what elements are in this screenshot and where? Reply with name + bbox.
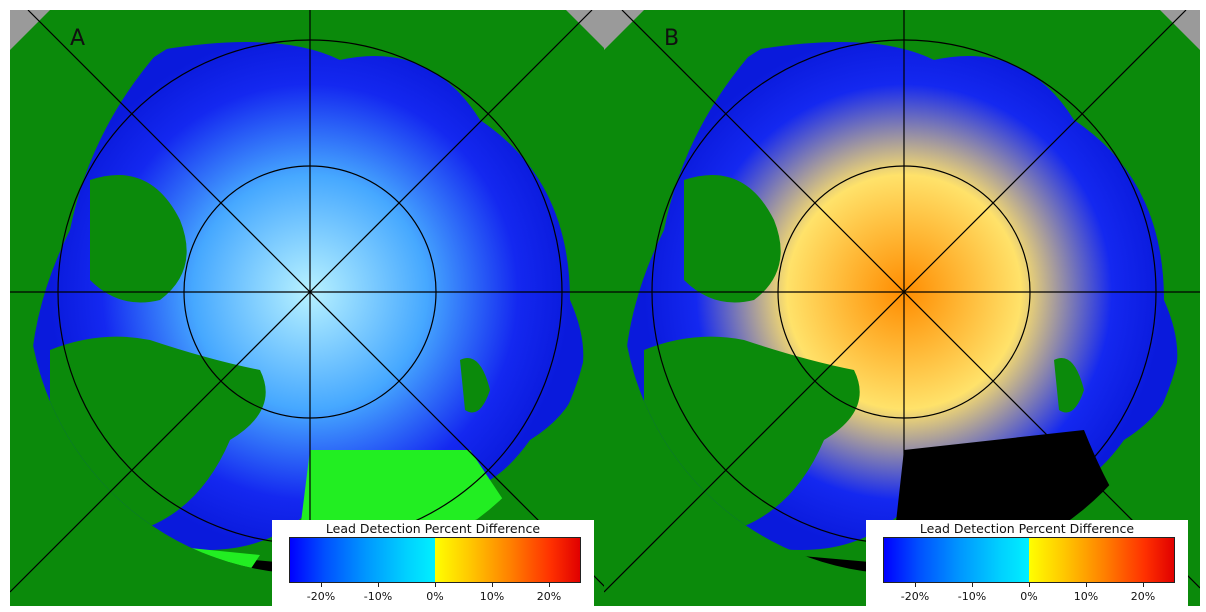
map-panel-a: A Lead Detection Percent Difference -20%… — [10, 10, 606, 606]
colorbar-tick — [435, 583, 436, 587]
greenland-landmass — [50, 336, 266, 530]
colorbar-legend: Lead Detection Percent Difference -20% -… — [866, 520, 1188, 606]
legend-title: Lead Detection Percent Difference — [325, 521, 541, 536]
panel-label: B — [664, 26, 680, 51]
colorbar-tick-label: 20% — [536, 590, 562, 603]
colorbar-tick — [549, 583, 550, 587]
greenland-landmass — [644, 336, 860, 530]
polar-map-a — [10, 10, 606, 606]
colorbar-tick — [972, 583, 973, 587]
archipelago-landmass — [90, 175, 187, 303]
colorbar-tick — [915, 583, 916, 587]
marginal-ice-zone — [300, 450, 510, 530]
colorbar-legend: Lead Detection Percent Difference -20% -… — [272, 520, 594, 606]
colorbar — [883, 537, 1175, 583]
colorbar-tick-label: 10% — [479, 590, 505, 603]
corner-fill — [566, 10, 606, 50]
corner-fill — [604, 10, 644, 50]
map-panel-b: B Lead Detection Percent Difference -20%… — [604, 10, 1200, 606]
colorbar-tick-label: 0% — [1020, 590, 1038, 603]
colorbar-tick — [321, 583, 322, 587]
polar-map-b — [604, 10, 1200, 606]
archipelago-landmass — [684, 175, 781, 303]
island-landmass — [460, 358, 490, 413]
colorbar-tick-label: -20% — [306, 590, 336, 603]
island-landmass — [1054, 358, 1084, 413]
colorbar — [289, 537, 581, 583]
colorbar-tick-label: -20% — [900, 590, 930, 603]
colorbar-tick — [1029, 583, 1030, 587]
colorbar-tick-label: 0% — [426, 590, 444, 603]
colorbar-tick-label: 20% — [1130, 590, 1156, 603]
panel-label: A — [70, 26, 86, 51]
colorbar-tick-label: -10% — [957, 590, 987, 603]
colorbar-tick-label: -10% — [363, 590, 393, 603]
corner-fill — [10, 10, 50, 50]
colorbar-tick — [492, 583, 493, 587]
corner-fill — [1160, 10, 1200, 50]
colorbar-tick — [1143, 583, 1144, 587]
legend-title: Lead Detection Percent Difference — [919, 521, 1135, 536]
colorbar-tick — [378, 583, 379, 587]
graticule — [10, 10, 606, 606]
colorbar-tick-label: 10% — [1073, 590, 1099, 603]
colorbar-tick — [1086, 583, 1087, 587]
